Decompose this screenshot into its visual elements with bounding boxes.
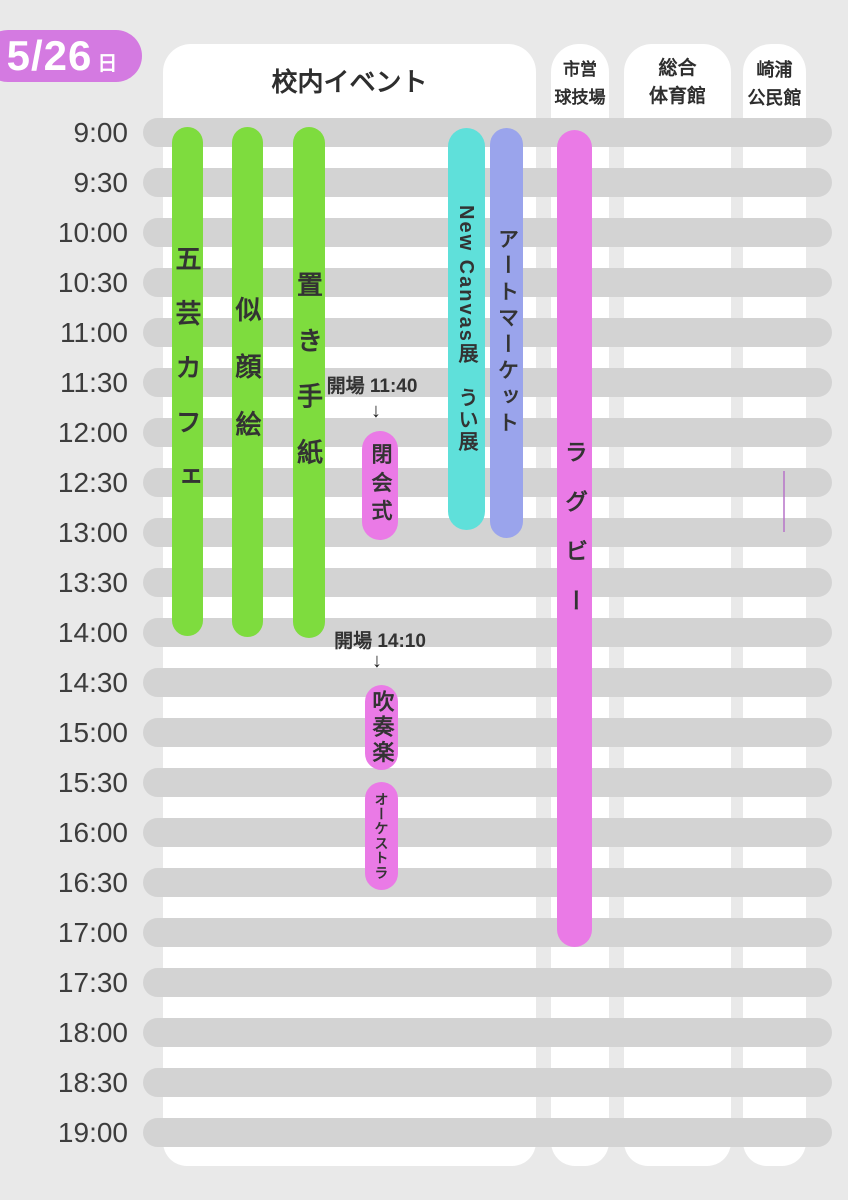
annotation-doors-open-1410: 開場 14:10 bbox=[334, 631, 426, 652]
time-label-1830: 18:30 bbox=[57, 1067, 128, 1098]
row-stripe bbox=[143, 868, 832, 897]
row-stripe bbox=[143, 718, 832, 747]
event-bar-rugby[interactable]: ラグビー bbox=[557, 130, 592, 947]
event-bar-okitegami[interactable]: 置き手紙 bbox=[293, 127, 325, 638]
event-label: 置き手紙 bbox=[293, 270, 324, 495]
event-label: オーケストラ bbox=[373, 791, 390, 881]
time-label-1630: 16:30 bbox=[57, 867, 128, 898]
time-label-900: 9:00 bbox=[73, 117, 129, 148]
time-label-1230: 12:30 bbox=[57, 467, 128, 498]
venue-label-sakiura-hall: 崎浦 公民館 bbox=[747, 60, 802, 108]
time-label-1530: 15:30 bbox=[57, 767, 128, 798]
event-bar-art-market[interactable]: アートマーケット bbox=[490, 128, 523, 538]
time-label-1100: 11:00 bbox=[60, 317, 128, 348]
time-label-1800: 18:00 bbox=[57, 1017, 128, 1048]
row-stripe bbox=[143, 668, 832, 697]
row-stripe bbox=[143, 768, 832, 797]
time-label-1430: 14:30 bbox=[57, 667, 128, 698]
venue-label-city-ballpark: 市営 球技場 bbox=[554, 60, 606, 107]
event-bar-orchestra[interactable]: オーケストラ bbox=[365, 782, 398, 890]
event-label: 吹奏楽 bbox=[369, 689, 395, 766]
event-bar-suisogaku[interactable]: 吹奏楽 bbox=[365, 685, 398, 770]
event-bar-gogei-cafe[interactable]: 五芸カフェ bbox=[172, 127, 203, 636]
time-label-1900: 19:00 bbox=[57, 1117, 128, 1148]
row-stripe bbox=[143, 1068, 832, 1097]
time-label-1400: 14:00 bbox=[57, 617, 128, 648]
time-label-1030: 10:30 bbox=[57, 267, 128, 298]
event-label: New Canvas展 うい展 bbox=[455, 205, 477, 453]
time-label-930: 9:30 bbox=[73, 167, 129, 198]
event-bar-new-canvas-ten[interactable]: New Canvas展 うい展 bbox=[448, 128, 485, 530]
date-badge[interactable]: 5/26 日 bbox=[0, 30, 142, 82]
time-label-1200: 12:00 bbox=[57, 417, 128, 448]
row-stripe bbox=[143, 968, 832, 997]
time-label-1700: 17:00 bbox=[57, 917, 128, 948]
event-bar-nigaoe[interactable]: 似顔絵 bbox=[232, 127, 263, 637]
event-bar-heikaishiki[interactable]: 閉会式 bbox=[362, 431, 398, 540]
venue-label-general-gym: 総合 体育館 bbox=[648, 58, 706, 107]
date-label: 5/26 bbox=[6, 32, 93, 79]
time-label-1300: 13:00 bbox=[57, 517, 128, 548]
event-label: 閉会式 bbox=[369, 442, 392, 529]
venue-column-sakiura-hall: 崎浦 公民館 bbox=[743, 44, 806, 1166]
time-label-1130: 11:30 bbox=[60, 367, 128, 398]
row-stripe bbox=[143, 818, 832, 847]
time-label-1500: 15:00 bbox=[57, 717, 128, 748]
venue-column-general-gym: 総合 体育館 bbox=[624, 44, 731, 1166]
day-of-week-label: 日 bbox=[97, 52, 118, 75]
time-label-1600: 16:00 bbox=[57, 817, 128, 848]
row-stripe bbox=[143, 918, 832, 947]
time-label-1000: 10:00 bbox=[57, 217, 128, 248]
annotation-doors-open-1140: 開場 11:40 bbox=[326, 376, 418, 397]
event-label: ラグビー bbox=[561, 439, 588, 638]
event-label: 五芸カフェ bbox=[172, 245, 202, 518]
row-stripe bbox=[143, 1118, 832, 1147]
down-arrow-icon: ↓ bbox=[371, 400, 381, 422]
time-label-1730: 17:30 bbox=[57, 967, 128, 998]
event-label: アートマーケット bbox=[495, 228, 519, 438]
time-label-1330: 13:30 bbox=[57, 567, 128, 598]
stray-vertical-line bbox=[783, 471, 785, 532]
down-arrow-icon: ↓ bbox=[372, 650, 382, 672]
row-stripe bbox=[143, 1018, 832, 1047]
venue-label-school-events: 校内イベント bbox=[271, 67, 428, 97]
event-label: 似顔絵 bbox=[232, 296, 262, 468]
